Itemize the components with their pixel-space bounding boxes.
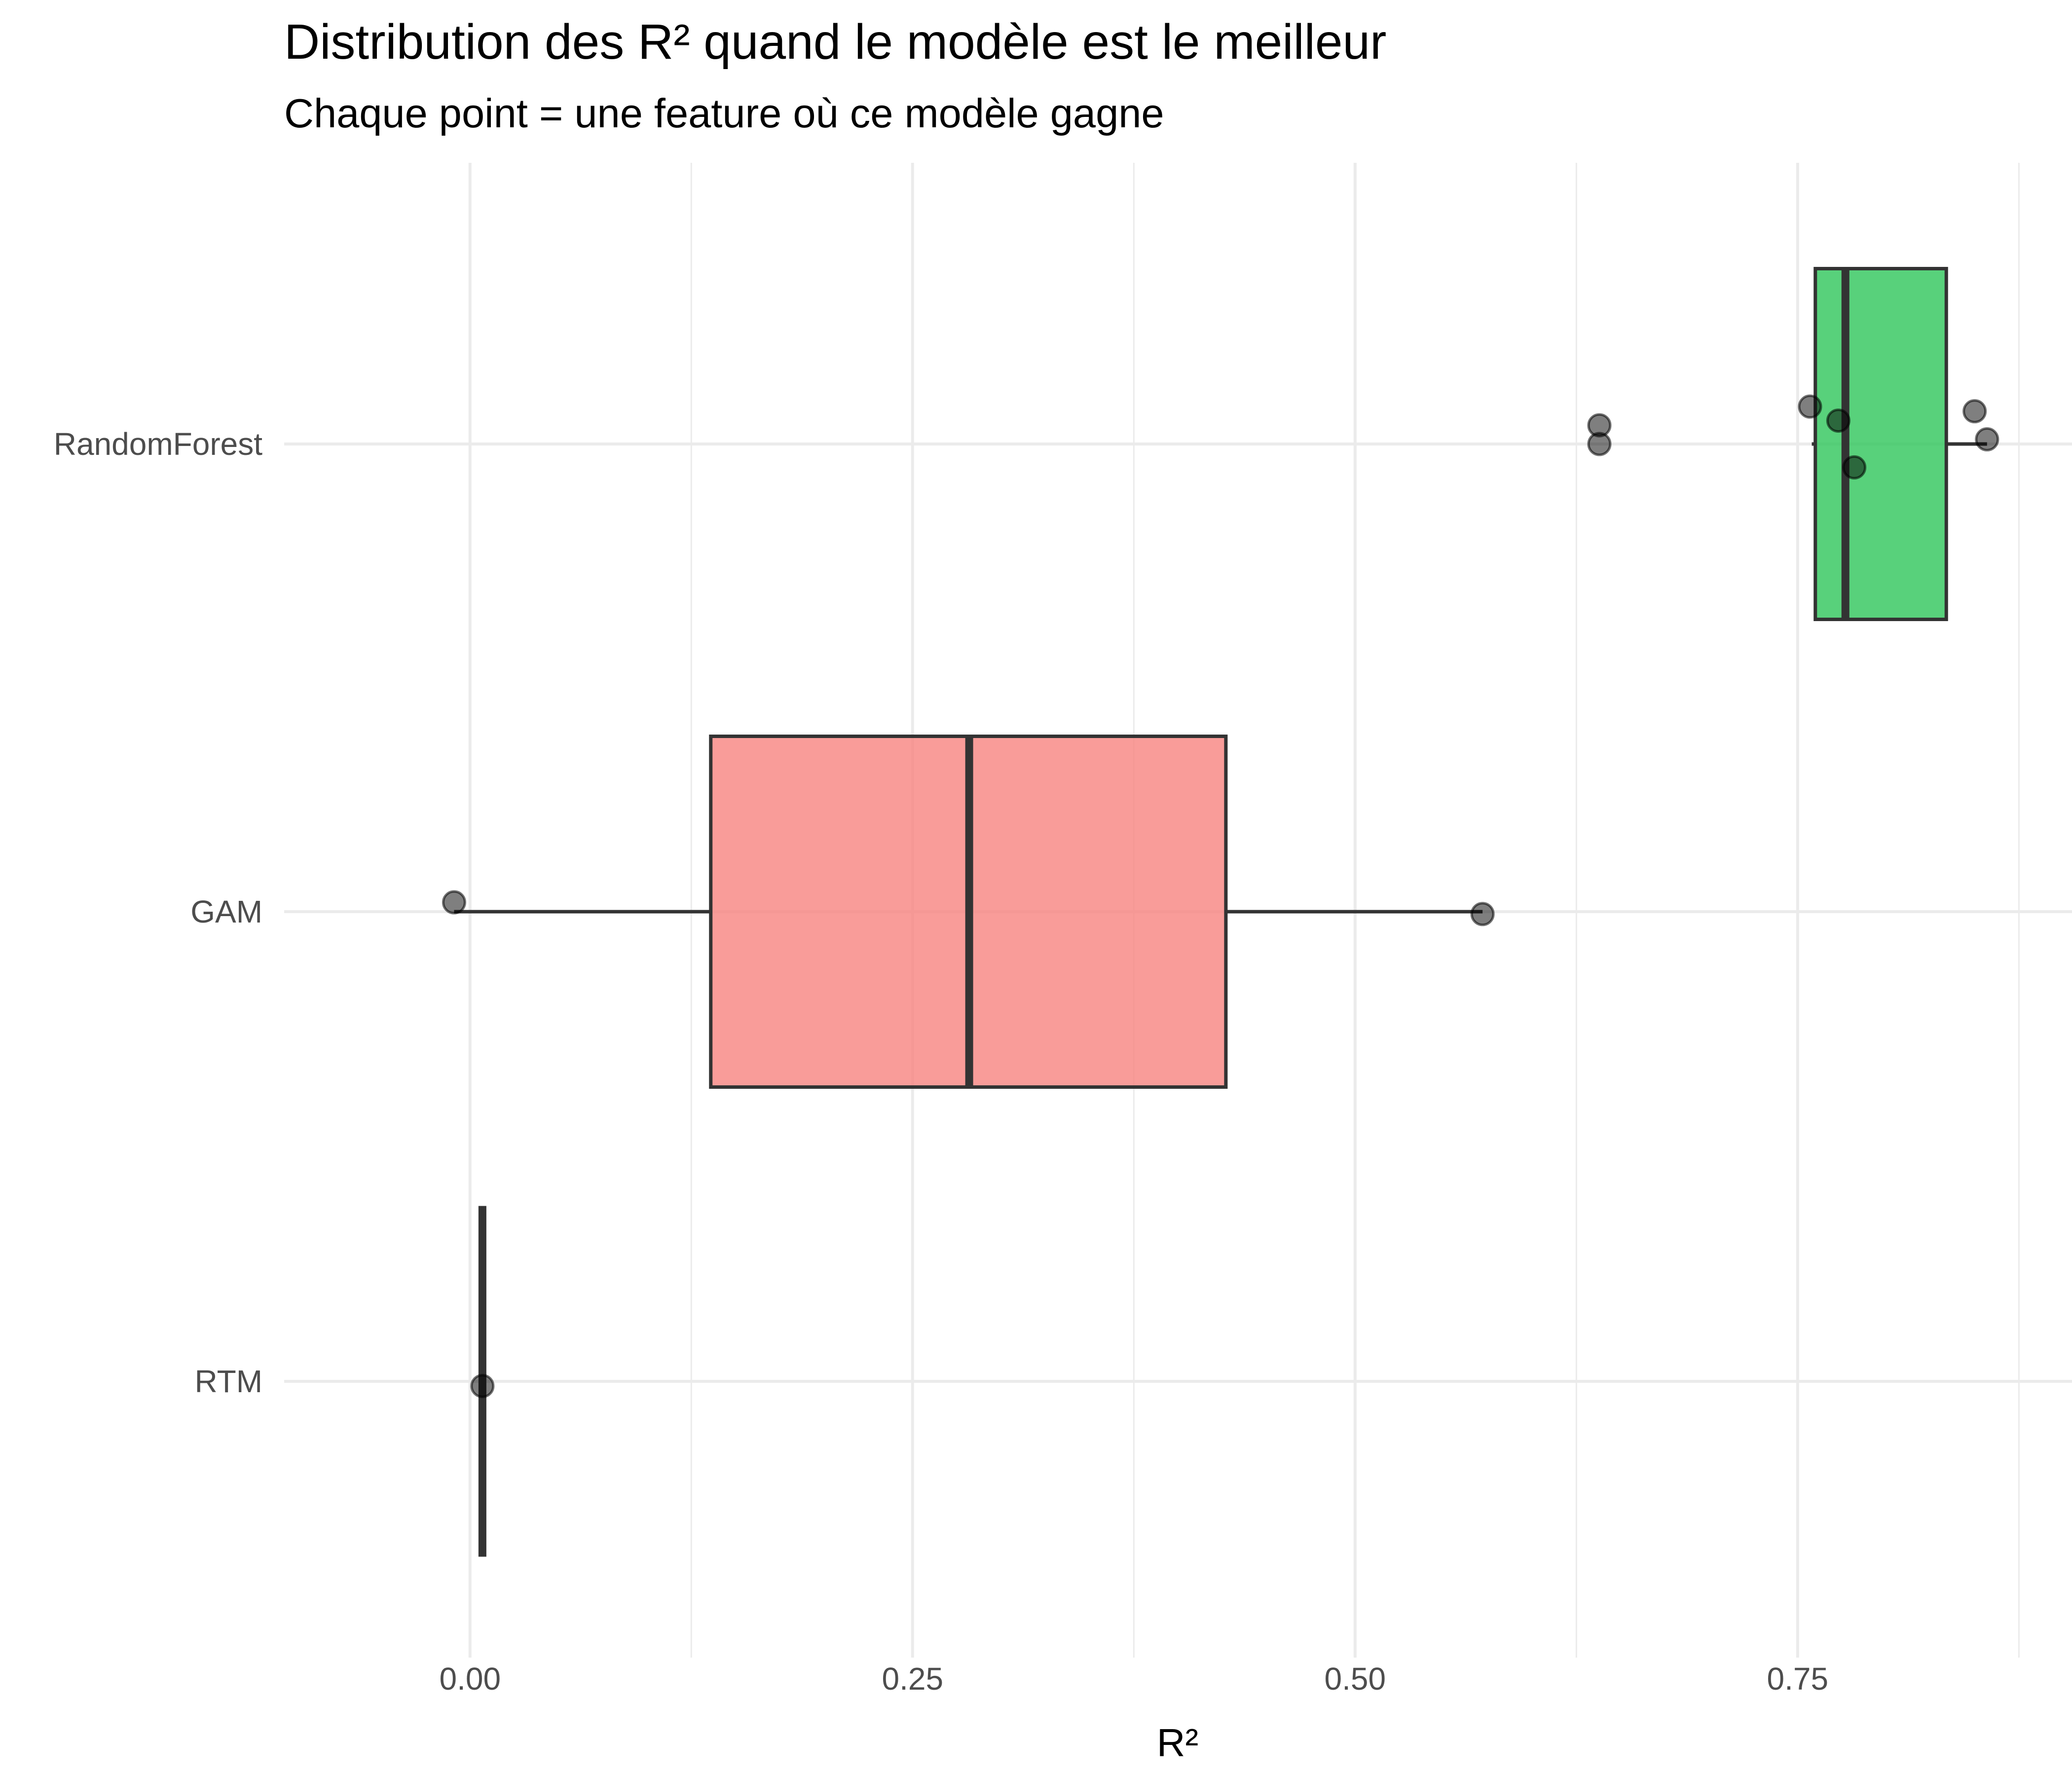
- data-point: [470, 1373, 495, 1398]
- x-tick-label: 0.75: [1767, 1661, 1829, 1697]
- data-point: [1798, 394, 1822, 419]
- y-tick-label: RandomForest: [54, 426, 263, 462]
- data-point: [1470, 902, 1495, 926]
- y-tick-label: GAM: [190, 894, 262, 929]
- x-axis-title: R²: [1157, 1721, 1198, 1765]
- data-point: [1826, 408, 1850, 433]
- x-tick-label: 0.50: [1325, 1661, 1386, 1697]
- chart-subtitle: Chaque point = une feature où ce modèle …: [284, 90, 1164, 136]
- box-body: [1813, 267, 1948, 621]
- data-point: [442, 890, 466, 915]
- y-tick-label: RTM: [195, 1364, 262, 1399]
- data-point: [1975, 427, 1999, 452]
- x-tick-label: 0.00: [439, 1661, 501, 1697]
- data-point: [1842, 455, 1867, 480]
- x-tick-label: 0.25: [882, 1661, 944, 1697]
- data-point: [1962, 399, 1987, 424]
- box-layer: [454, 267, 1987, 1557]
- point-layer: [442, 394, 1999, 1398]
- chart-title: Distribution des R² quand le modèle est …: [284, 14, 1387, 70]
- data-point: [1587, 432, 1612, 456]
- label-layer: 0.00 0.25 0.50 0.75 RandomForest GAM RTM: [54, 426, 1828, 1697]
